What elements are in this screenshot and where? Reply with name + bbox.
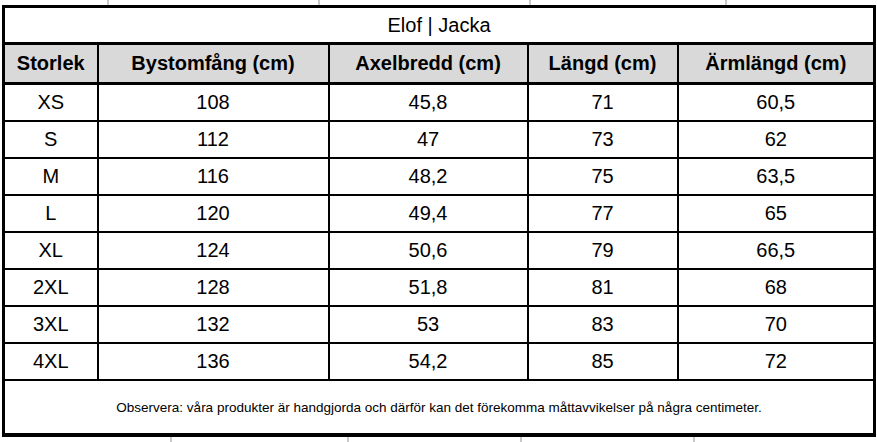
length-cell: 75: [528, 158, 678, 195]
length-cell: 71: [528, 84, 678, 122]
bust-cell: 112: [98, 121, 329, 158]
sleeve-cell: 70: [678, 306, 875, 343]
sleeve-cell: 63,5: [678, 158, 875, 195]
column-header-armlangd: Ärmlängd (cm): [678, 44, 875, 84]
length-cell: 85: [528, 343, 678, 380]
length-cell: 83: [528, 306, 678, 343]
table-row-s: S 112 47 73 62: [4, 121, 875, 158]
size-cell: 2XL: [4, 269, 98, 306]
column-header-axelbredd: Axelbredd (cm): [329, 44, 528, 84]
page-title: Elof | Jacka: [4, 7, 875, 44]
shoulder-cell: 50,6: [329, 232, 528, 269]
bust-cell: 136: [98, 343, 329, 380]
bust-cell: 132: [98, 306, 329, 343]
sleeve-cell: 62: [678, 121, 875, 158]
size-cell: M: [4, 158, 98, 195]
table-row-xs: XS 108 45,8 71 60,5: [4, 84, 875, 122]
sleeve-cell: 65: [678, 195, 875, 232]
bust-cell: 124: [98, 232, 329, 269]
table-row-l: L 120 49,4 77 65: [4, 195, 875, 232]
sleeve-cell: 68: [678, 269, 875, 306]
gridline-tick: [170, 437, 172, 442]
shoulder-cell: 45,8: [329, 84, 528, 122]
shoulder-cell: 47: [329, 121, 528, 158]
size-cell: XS: [4, 84, 98, 122]
shoulder-cell: 49,4: [329, 195, 528, 232]
table-row-3xl: 3XL 132 53 83 70: [4, 306, 875, 343]
shoulder-cell: 53: [329, 306, 528, 343]
length-cell: 81: [528, 269, 678, 306]
size-cell: XL: [4, 232, 98, 269]
length-cell: 79: [528, 232, 678, 269]
shoulder-cell: 51,8: [329, 269, 528, 306]
table-note-row: Observera: våra produkter är handgjorda …: [4, 380, 875, 435]
bust-cell: 108: [98, 84, 329, 122]
table-title-row: Elof | Jacka: [4, 7, 875, 44]
shoulder-cell: 54,2: [329, 343, 528, 380]
gridline-tick: [693, 437, 695, 442]
note-text: Observera: våra produkter är handgjorda …: [4, 380, 875, 435]
size-cell: 3XL: [4, 306, 98, 343]
sleeve-cell: 72: [678, 343, 875, 380]
size-chart-table-wrap: Elof | Jacka Storlek Bystomfång (cm) Axe…: [2, 5, 874, 437]
bust-cell: 116: [98, 158, 329, 195]
shoulder-cell: 48,2: [329, 158, 528, 195]
length-cell: 77: [528, 195, 678, 232]
bust-cell: 120: [98, 195, 329, 232]
sleeve-cell: 66,5: [678, 232, 875, 269]
sleeve-cell: 60,5: [678, 84, 875, 122]
column-header-bystomfang: Bystomfång (cm): [98, 44, 329, 84]
gridline-tick: [520, 437, 522, 442]
table-row-m: M 116 48,2 75 63,5: [4, 158, 875, 195]
table-row-4xl: 4XL 136 54,2 85 72: [4, 343, 875, 380]
table-header-row: Storlek Bystomfång (cm) Axelbredd (cm) L…: [4, 44, 875, 84]
size-cell: S: [4, 121, 98, 158]
bust-cell: 128: [98, 269, 329, 306]
length-cell: 73: [528, 121, 678, 158]
size-chart-screenshot: Elof | Jacka Storlek Bystomfång (cm) Axe…: [0, 0, 877, 442]
table-row-2xl: 2XL 128 51,8 81 68: [4, 269, 875, 306]
size-cell: L: [4, 195, 98, 232]
size-cell: 4XL: [4, 343, 98, 380]
column-header-langd: Längd (cm): [528, 44, 678, 84]
column-header-storlek: Storlek: [4, 44, 98, 84]
size-chart-table: Elof | Jacka Storlek Bystomfång (cm) Axe…: [2, 5, 876, 437]
gridline-tick: [347, 437, 349, 442]
table-row-xl: XL 124 50,6 79 66,5: [4, 232, 875, 269]
